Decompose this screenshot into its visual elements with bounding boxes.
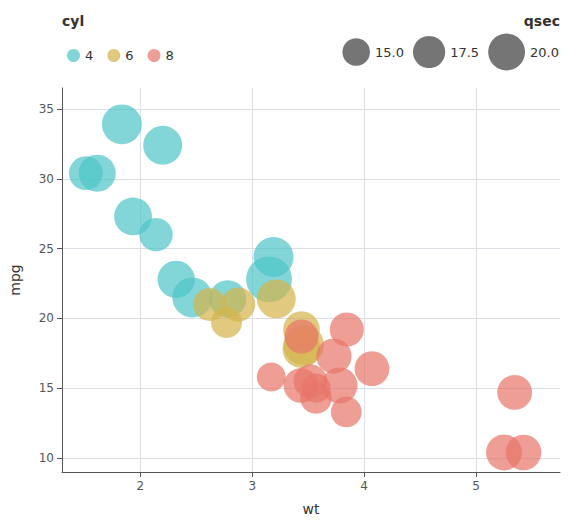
svg-text:wt: wt bbox=[303, 501, 320, 517]
svg-text:20: 20 bbox=[39, 311, 54, 325]
svg-text:10: 10 bbox=[39, 451, 54, 465]
svg-text:cyl: cyl bbox=[62, 13, 84, 29]
svg-text:6: 6 bbox=[125, 48, 133, 63]
svg-text:17.5: 17.5 bbox=[450, 45, 479, 60]
svg-text:25: 25 bbox=[39, 242, 54, 256]
svg-text:4: 4 bbox=[360, 479, 368, 493]
svg-text:mpg: mpg bbox=[7, 264, 23, 295]
svg-text:qsec: qsec bbox=[524, 13, 560, 29]
svg-text:30: 30 bbox=[39, 172, 54, 186]
svg-text:20.0: 20.0 bbox=[530, 45, 559, 60]
svg-text:8: 8 bbox=[166, 48, 174, 63]
svg-text:15: 15 bbox=[39, 381, 54, 395]
svg-text:4: 4 bbox=[85, 48, 93, 63]
svg-text:15.0: 15.0 bbox=[375, 45, 404, 60]
svg-text:2: 2 bbox=[137, 479, 145, 493]
svg-text:3: 3 bbox=[248, 479, 256, 493]
svg-text:35: 35 bbox=[39, 102, 54, 116]
svg-text:5: 5 bbox=[472, 479, 480, 493]
